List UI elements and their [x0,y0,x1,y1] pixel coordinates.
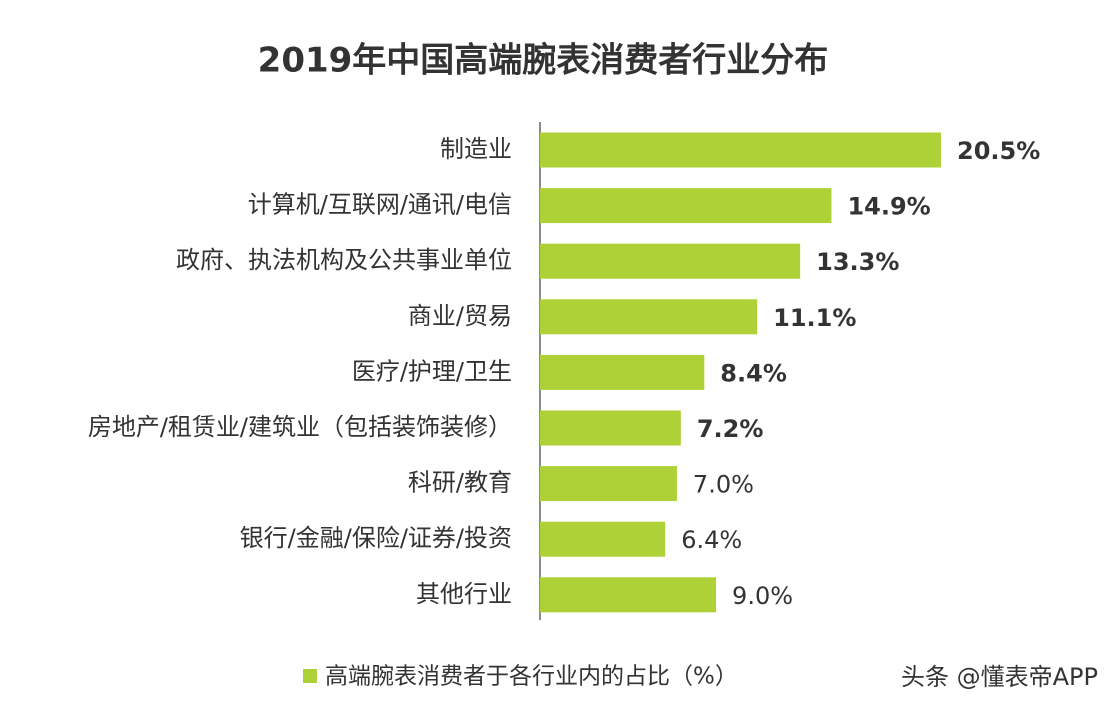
bar [540,188,832,224]
value-label: 6.4% [681,526,742,554]
y-tick-label: 制造业 [440,135,512,163]
y-tick-label: 科研/教育 [408,469,512,497]
y-tick-label: 商业/贸易 [408,302,512,330]
y-tick-label: 银行/金融/保险/证券/投资 [240,524,512,552]
bar [540,466,677,502]
bar [540,521,666,557]
value-label: 8.4% [720,359,787,387]
y-tick-label: 房地产/租赁业/建筑业（包括装饰装修） [88,413,512,441]
value-label: 7.0% [693,471,754,499]
bar [540,132,941,168]
bar [540,354,705,390]
value-label: 14.9% [847,193,930,221]
watermark: 头条 @懂表帝APP [901,663,1098,691]
value-label: 13.3% [816,248,899,276]
y-tick-label: 计算机/互联网/通讯/电信 [248,191,512,219]
chart-title: 2019年中国高端腕表消费者行业分布 [258,41,829,81]
bar [540,299,758,335]
value-label: 20.5% [957,137,1040,165]
bar [540,577,717,613]
value-label: 11.1% [773,304,856,332]
bar [540,410,681,446]
y-tick-label: 医疗/护理/卫生 [352,357,512,385]
y-tick-label: 政府、执法机构及公共事业单位 [176,246,512,274]
legend-label: 高端腕表消费者于各行业内的占比（%） [325,664,738,690]
value-label: 7.2% [697,415,764,443]
legend-swatch [303,669,317,683]
value-label: 9.0% [732,582,793,610]
bar [540,243,801,279]
y-tick-label: 其他行业 [416,580,512,608]
